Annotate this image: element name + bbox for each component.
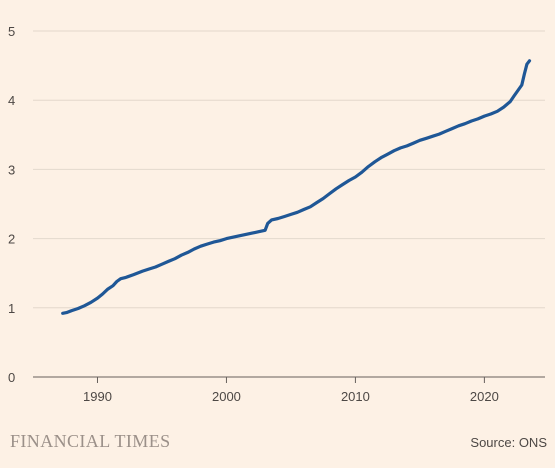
- x-tick-label: 1990: [83, 389, 112, 404]
- series-line: [61, 59, 532, 315]
- x-tick-label: 2000: [212, 389, 241, 404]
- y-tick-label: 0: [8, 370, 15, 385]
- y-tick-label: 2: [8, 232, 15, 247]
- y-tick-label: 5: [8, 24, 15, 39]
- axes: 0 1 2 3 4 5 1990 2000 2010 2020: [8, 24, 545, 404]
- x-tick-label: 2020: [470, 389, 499, 404]
- gridlines: [33, 30, 545, 309]
- y-tick-label: 3: [8, 162, 15, 177]
- y-tick-label: 1: [8, 301, 15, 316]
- brand-logo-text: FINANCIAL TIMES: [10, 431, 171, 451]
- x-tick-label: 2010: [341, 389, 370, 404]
- source-note: Source: ONS: [470, 435, 547, 450]
- series-layer: [61, 59, 532, 315]
- y-tick-label: 4: [8, 93, 15, 108]
